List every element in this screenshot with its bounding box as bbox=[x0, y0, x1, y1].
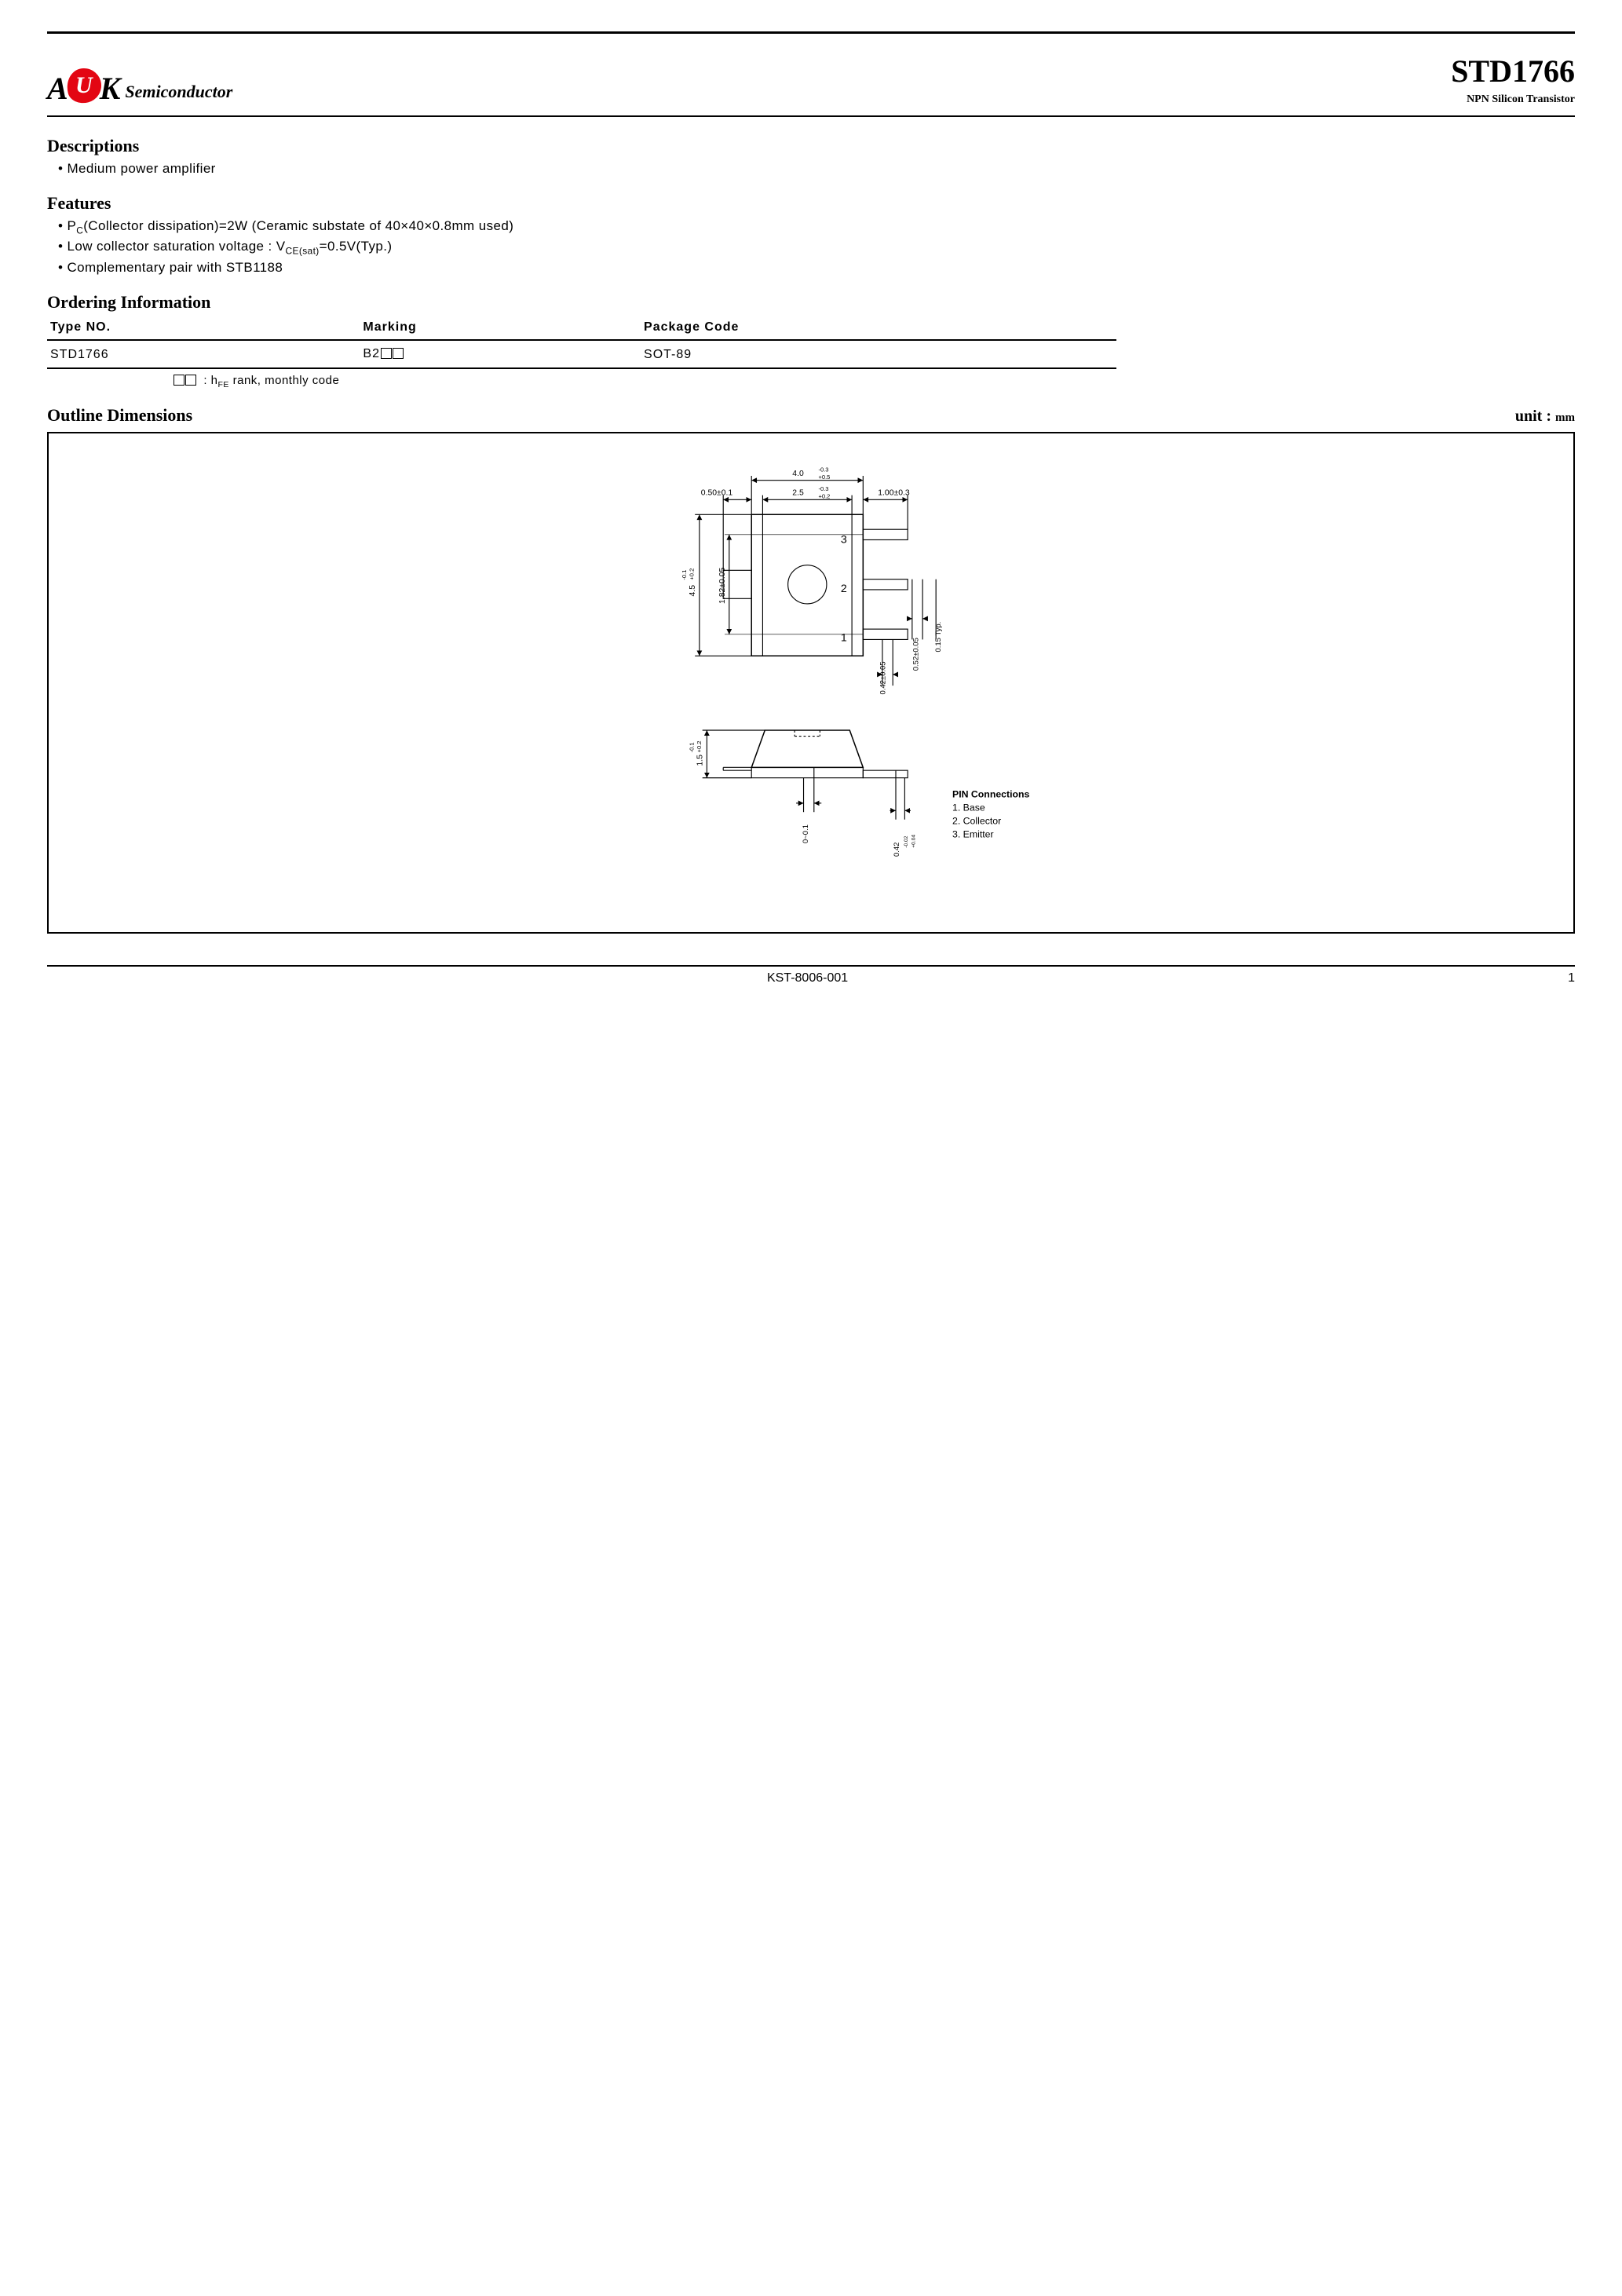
feature-item: Complementary pair with STB1188 bbox=[58, 258, 1575, 278]
svg-text:0.15 Typ.: 0.15 Typ. bbox=[934, 621, 943, 652]
cell-package: SOT-89 bbox=[641, 340, 1116, 368]
product-block: STD1766 NPN Silicon Transistor bbox=[1451, 56, 1575, 106]
ordering-heading: Ordering Information bbox=[47, 292, 1575, 313]
outline-diagram: 3 2 1 4.0 -0.3 +0.5 2.5 -0.3 +0.2 0.50±0… bbox=[47, 432, 1575, 934]
outline-heading-row: Outline Dimensions unit : mm bbox=[47, 391, 1575, 427]
logo-letter-u: U bbox=[75, 74, 93, 97]
svg-text:1.5: 1.5 bbox=[696, 754, 705, 766]
svg-text:3. Emitter: 3. Emitter bbox=[952, 828, 994, 839]
svg-text:3: 3 bbox=[841, 533, 847, 546]
page-number: 1 bbox=[1568, 971, 1575, 985]
pin-title: PIN Connections bbox=[952, 788, 1030, 799]
svg-text:+0.2: +0.2 bbox=[688, 568, 695, 579]
svg-text:1: 1 bbox=[841, 631, 847, 644]
unit-label: unit : mm bbox=[1515, 408, 1575, 426]
svg-text:0.42±0.05: 0.42±0.05 bbox=[879, 661, 888, 694]
svg-text:1. Base: 1. Base bbox=[952, 802, 985, 813]
product-name: STD1766 bbox=[1451, 56, 1575, 87]
description-item: Medium power amplifier bbox=[58, 159, 1575, 179]
svg-text:4.0: 4.0 bbox=[792, 470, 804, 478]
feature-item: PC(Collector dissipation)=2W (Ceramic su… bbox=[58, 217, 1575, 238]
footer: KST-8006-001 1 bbox=[47, 967, 1575, 985]
svg-text:0.50±0.1: 0.50±0.1 bbox=[701, 488, 733, 497]
svg-text:0.42: 0.42 bbox=[893, 842, 901, 856]
svg-text:-0.1: -0.1 bbox=[688, 742, 695, 752]
svg-text:+0.5: +0.5 bbox=[818, 473, 830, 480]
cell-marking: B2 bbox=[360, 340, 641, 368]
svg-text:+0.04: +0.04 bbox=[911, 834, 917, 847]
svg-text:0~0.1: 0~0.1 bbox=[802, 824, 810, 843]
svg-text:+0.2: +0.2 bbox=[818, 492, 830, 499]
logo-letter-k: K bbox=[100, 73, 121, 104]
svg-text:+0.2: +0.2 bbox=[696, 740, 703, 752]
svg-text:1.00±0.3: 1.00±0.3 bbox=[878, 488, 910, 497]
svg-text:0.52±0.05: 0.52±0.05 bbox=[911, 638, 920, 671]
svg-text:-0.02: -0.02 bbox=[904, 835, 909, 847]
svg-text:-0.3: -0.3 bbox=[818, 466, 828, 473]
col-marking: Marking bbox=[360, 316, 641, 340]
descriptions-heading: Descriptions bbox=[47, 136, 1575, 156]
header: A U K Semiconductor STD1766 NPN Silicon … bbox=[47, 56, 1575, 106]
svg-text:-0.3: -0.3 bbox=[818, 485, 828, 492]
logo-oval: U bbox=[63, 64, 104, 106]
svg-text:1.82±0.05: 1.82±0.05 bbox=[718, 567, 727, 603]
note-boxes bbox=[173, 375, 196, 389]
table-row: STD1766 B2 SOT-89 bbox=[47, 340, 1116, 368]
top-rule bbox=[47, 31, 1575, 34]
brand-word: Semiconductor bbox=[125, 82, 232, 102]
svg-text:4.5: 4.5 bbox=[689, 584, 697, 596]
marking-boxes bbox=[380, 348, 404, 363]
features-heading: Features bbox=[47, 193, 1575, 214]
table-header-row: Type NO. Marking Package Code bbox=[47, 316, 1116, 340]
package-drawing-svg: 3 2 1 4.0 -0.3 +0.5 2.5 -0.3 +0.2 0.50±0… bbox=[528, 448, 1094, 909]
feature-item: Low collector saturation voltage : VCE(s… bbox=[58, 237, 1575, 258]
ordering-table: Type NO. Marking Package Code STD1766 B2… bbox=[47, 316, 1116, 369]
svg-text:2.5: 2.5 bbox=[792, 488, 804, 497]
svg-text:2. Collector: 2. Collector bbox=[952, 815, 1001, 826]
col-package: Package Code bbox=[641, 316, 1116, 340]
brand-logo: A U K Semiconductor bbox=[47, 71, 232, 106]
col-type: Type NO. bbox=[47, 316, 360, 340]
ordering-note: : hFE rank, monthly code bbox=[47, 369, 1575, 391]
logo-letter-a: A bbox=[47, 73, 68, 104]
descriptions-list: Medium power amplifier bbox=[58, 159, 1575, 179]
svg-text:-0.1: -0.1 bbox=[681, 569, 688, 579]
svg-text:2: 2 bbox=[841, 582, 847, 594]
product-subtitle: NPN Silicon Transistor bbox=[1451, 93, 1575, 106]
cell-type: STD1766 bbox=[47, 340, 360, 368]
doc-number: KST-8006-001 bbox=[767, 971, 848, 985]
header-rule bbox=[47, 115, 1575, 117]
features-list: PC(Collector dissipation)=2W (Ceramic su… bbox=[58, 217, 1575, 278]
outline-heading: Outline Dimensions bbox=[47, 405, 192, 426]
